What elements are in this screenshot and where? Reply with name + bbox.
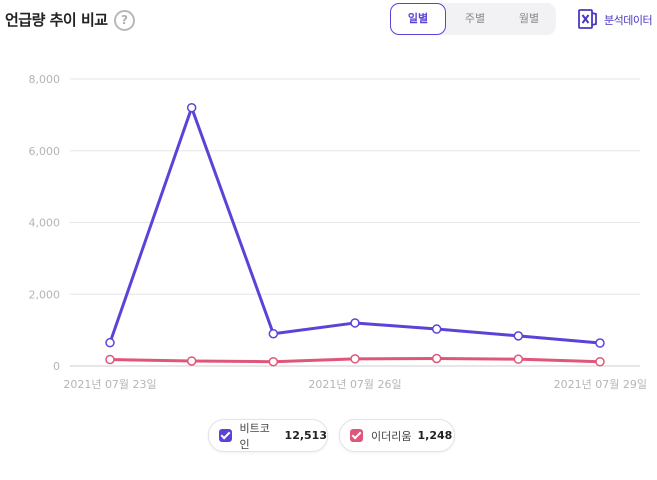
data-point <box>513 331 524 341</box>
x-tick-label: 2021년 07월 29일 <box>554 377 647 391</box>
tab-daily[interactable]: 일별 <box>390 3 446 35</box>
legend-total: 12,513 <box>284 429 327 442</box>
data-point <box>350 318 360 328</box>
data-point <box>431 324 442 334</box>
legend-item-ethereum[interactable]: 이더리움 1,248 <box>339 419 455 452</box>
data-point <box>268 328 279 339</box>
data-point <box>350 354 360 364</box>
page-title: 언급량 추이 비교 <box>5 11 108 29</box>
legend-name: 이더리움 <box>371 429 412 443</box>
legend-item-bitcoin[interactable]: 비트코인 12,513 <box>208 419 328 452</box>
series-line <box>108 106 601 345</box>
x-tick-label: 2021년 07월 26일 <box>308 377 401 391</box>
tab-monthly[interactable]: 월별 <box>518 12 540 25</box>
y-tick-label: 0 <box>53 360 60 373</box>
question-circle-icon[interactable]: ? <box>114 10 135 31</box>
data-point <box>595 356 605 367</box>
y-tick-label: 4,000 <box>29 217 61 230</box>
data-point <box>513 354 524 364</box>
legend-total: 1,248 <box>417 429 453 442</box>
tab-weekly[interactable]: 주별 <box>464 12 486 25</box>
y-tick-label: 2,000 <box>29 288 61 301</box>
excel-icon[interactable] <box>578 9 598 29</box>
export-data-button[interactable]: 분석데이터 <box>604 14 653 27</box>
data-point <box>105 337 115 348</box>
data-point <box>595 338 605 348</box>
period-toggle: 일별 주별 월별 <box>390 3 556 35</box>
y-tick-label: 6,000 <box>29 145 61 158</box>
data-point <box>105 354 115 365</box>
x-tick-label: 2021년 07월 23일 <box>63 377 156 391</box>
y-tick-label: 8,000 <box>29 73 61 86</box>
data-point <box>186 356 197 366</box>
checkbox-icon[interactable] <box>219 429 232 442</box>
checkbox-icon[interactable] <box>350 429 363 442</box>
data-point <box>431 353 442 364</box>
data-point <box>186 102 197 113</box>
data-point <box>268 356 279 367</box>
legend-name: 비트코인 <box>239 421 270 451</box>
